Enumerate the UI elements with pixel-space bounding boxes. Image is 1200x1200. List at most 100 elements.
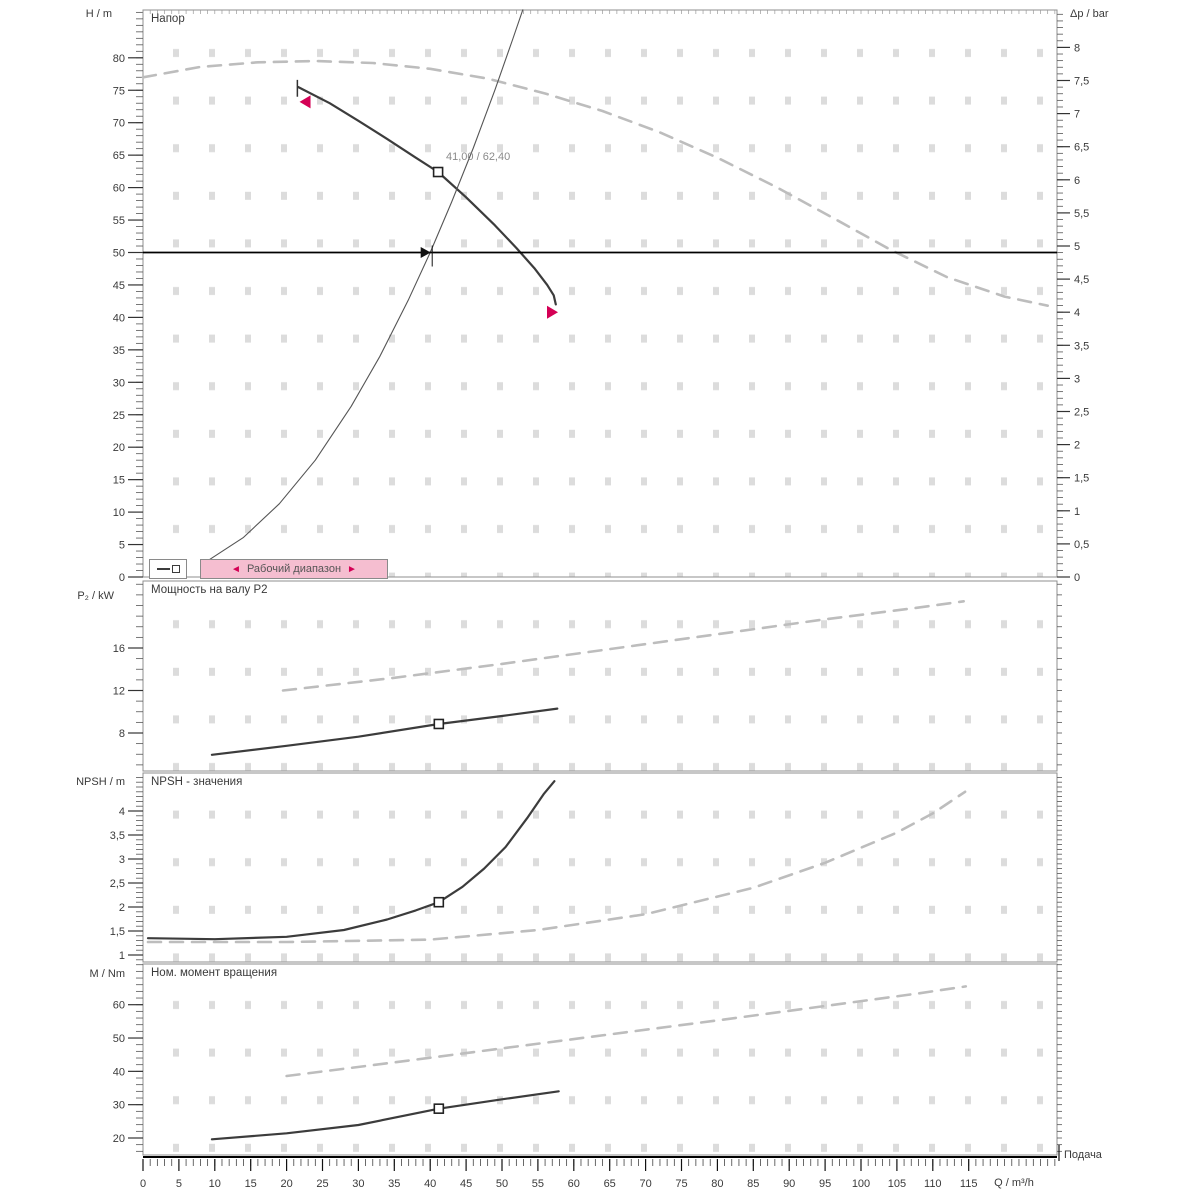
- svg-text:3,5: 3,5: [1074, 340, 1089, 352]
- svg-text:85: 85: [747, 1178, 759, 1190]
- working-range-legend: ◄ Рабочий диапазон ►: [200, 559, 388, 579]
- panel-3-right-ruler: [1057, 964, 1062, 1152]
- svg-text:75: 75: [113, 85, 125, 97]
- svg-text:25: 25: [316, 1178, 328, 1190]
- svg-text:40: 40: [113, 312, 125, 324]
- svg-text:30: 30: [113, 377, 125, 389]
- svg-text:0,5: 0,5: [1074, 539, 1089, 551]
- working-range-label: Рабочий диапазон: [246, 563, 342, 575]
- panel-3-left-ruler: 20 30 40 50 60: [113, 964, 143, 1152]
- svg-text:80: 80: [711, 1178, 723, 1190]
- svg-text:90: 90: [783, 1178, 795, 1190]
- svg-text:110: 110: [924, 1178, 942, 1190]
- svg-text:3: 3: [1074, 373, 1080, 385]
- svg-text:25: 25: [113, 410, 125, 422]
- panel-0-right-ruler: 0 0,5 1 1,5 2 2,5 3 3,5 4 4,5 5 5,5 6 6,5 7 7,5 8: [1057, 13, 1089, 584]
- power-axis-label: P₂ / kW: [77, 590, 114, 602]
- svg-text:10: 10: [209, 1178, 221, 1190]
- panel-2-right-ruler: [1057, 777, 1062, 961]
- top-tick-band: [142, 10, 1056, 14]
- duty-point-label: 41,00 / 62,40: [446, 151, 511, 163]
- torque-curve: [210, 1090, 560, 1141]
- head-panel-title: Напор: [151, 13, 185, 25]
- duty-point-marker[interactable]: [433, 718, 445, 730]
- svg-text:70: 70: [113, 118, 125, 130]
- svg-text:2: 2: [1074, 440, 1080, 452]
- legend-line-icon: [156, 568, 170, 570]
- legend-right-arrow-icon: ►: [347, 563, 357, 575]
- svg-text:45: 45: [460, 1178, 472, 1190]
- svg-text:1: 1: [119, 950, 125, 962]
- svg-text:2,5: 2,5: [110, 878, 125, 890]
- max-speed-head-curve: [141, 59, 1049, 308]
- panel-2-left-ruler: 1 1,5 2 2,5 3 3,5 4: [110, 777, 143, 962]
- svg-text:6: 6: [1074, 175, 1080, 187]
- max-speed-npsh-curve: [146, 790, 967, 944]
- svg-text:0: 0: [1074, 572, 1080, 584]
- svg-text:75: 75: [675, 1178, 687, 1190]
- svg-text:30: 30: [352, 1178, 364, 1190]
- svg-text:15: 15: [245, 1178, 257, 1190]
- panel-1-left-ruler: 8 12 16: [113, 583, 143, 766]
- svg-text:105: 105: [888, 1178, 906, 1190]
- svg-text:55: 55: [532, 1178, 544, 1190]
- working-range-left-arrow-icon: [299, 95, 311, 109]
- svg-text:60: 60: [113, 1000, 125, 1012]
- svg-text:1: 1: [1074, 506, 1080, 518]
- svg-text:2,5: 2,5: [1074, 407, 1089, 419]
- svg-text:5: 5: [119, 540, 125, 552]
- svg-text:30: 30: [113, 1100, 125, 1112]
- svg-text:45: 45: [113, 280, 125, 292]
- svg-text:65: 65: [604, 1178, 616, 1190]
- svg-text:3,5: 3,5: [110, 830, 125, 842]
- panel-0: 0510152025303540455055606570758000,511,5…: [113, 9, 1089, 584]
- svg-text:20: 20: [280, 1178, 292, 1190]
- svg-text:0: 0: [140, 1178, 146, 1190]
- svg-text:4,5: 4,5: [1074, 274, 1089, 286]
- svg-text:60: 60: [568, 1178, 580, 1190]
- panel-1-right-ruler: [1057, 583, 1062, 766]
- svg-text:50: 50: [113, 1033, 125, 1045]
- head-axis-label: H / m: [85, 8, 112, 20]
- x-axis: 0 5 10 15 20 25 30 35 40 45 50 55 60 65 70 75 80 85 90 95 10…: [140, 1145, 1060, 1190]
- svg-text:8: 8: [119, 728, 125, 740]
- svg-text:8: 8: [1074, 42, 1080, 54]
- max-speed-power-curve: [281, 599, 966, 692]
- panel-3: 20 30 40 50 60: [113, 963, 1062, 1156]
- duty-point-marker[interactable]: [432, 166, 444, 178]
- panel-1: 8 12 16: [113, 580, 1062, 772]
- svg-text:7,5: 7,5: [1074, 76, 1089, 88]
- svg-text:35: 35: [388, 1178, 400, 1190]
- svg-text:20: 20: [113, 442, 125, 454]
- shaft-power-curve: [210, 707, 559, 756]
- power-panel-title: Мощность на валу P2: [151, 584, 268, 596]
- svg-text:100: 100: [852, 1178, 870, 1190]
- svg-text:5: 5: [1074, 241, 1080, 253]
- duty-point-marker[interactable]: [433, 1103, 445, 1114]
- svg-text:0: 0: [119, 572, 125, 584]
- svg-text:10: 10: [113, 507, 125, 519]
- flow-axis-label: Подача: [1064, 1149, 1102, 1161]
- svg-text:40: 40: [424, 1178, 436, 1190]
- svg-text:1,5: 1,5: [1074, 473, 1089, 485]
- svg-text:15: 15: [113, 475, 125, 487]
- curve-legend-symbol: [149, 559, 187, 579]
- svg-text:115: 115: [960, 1178, 978, 1190]
- torque-axis-label: M / Nm: [89, 968, 125, 980]
- svg-text:16: 16: [113, 643, 125, 655]
- svg-text:20: 20: [113, 1133, 125, 1145]
- duty-point-marker[interactable]: [433, 896, 445, 908]
- svg-text:12: 12: [113, 686, 125, 698]
- pump-head-curve: [297, 85, 557, 306]
- svg-text:2: 2: [119, 902, 125, 914]
- svg-text:40: 40: [113, 1066, 125, 1078]
- svg-text:6,5: 6,5: [1074, 142, 1089, 154]
- torque-panel-title: Ном. момент вращения: [151, 967, 278, 979]
- svg-text:70: 70: [639, 1178, 651, 1190]
- panel-0-left-ruler: 0 5 10 15 20 25 30 35 40 45 50 55 60 65 70 75 80: [113, 11, 143, 584]
- svg-text:50: 50: [113, 248, 125, 260]
- svg-text:5,5: 5,5: [1074, 208, 1089, 220]
- svg-text:95: 95: [819, 1178, 831, 1190]
- svg-text:4: 4: [1074, 307, 1080, 319]
